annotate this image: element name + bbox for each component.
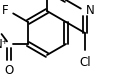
Text: Cl: Cl [79, 56, 91, 69]
Text: F: F [1, 5, 8, 17]
Text: N: N [86, 5, 95, 17]
Text: O: O [4, 63, 14, 74]
Text: N⁺: N⁺ [0, 38, 9, 50]
